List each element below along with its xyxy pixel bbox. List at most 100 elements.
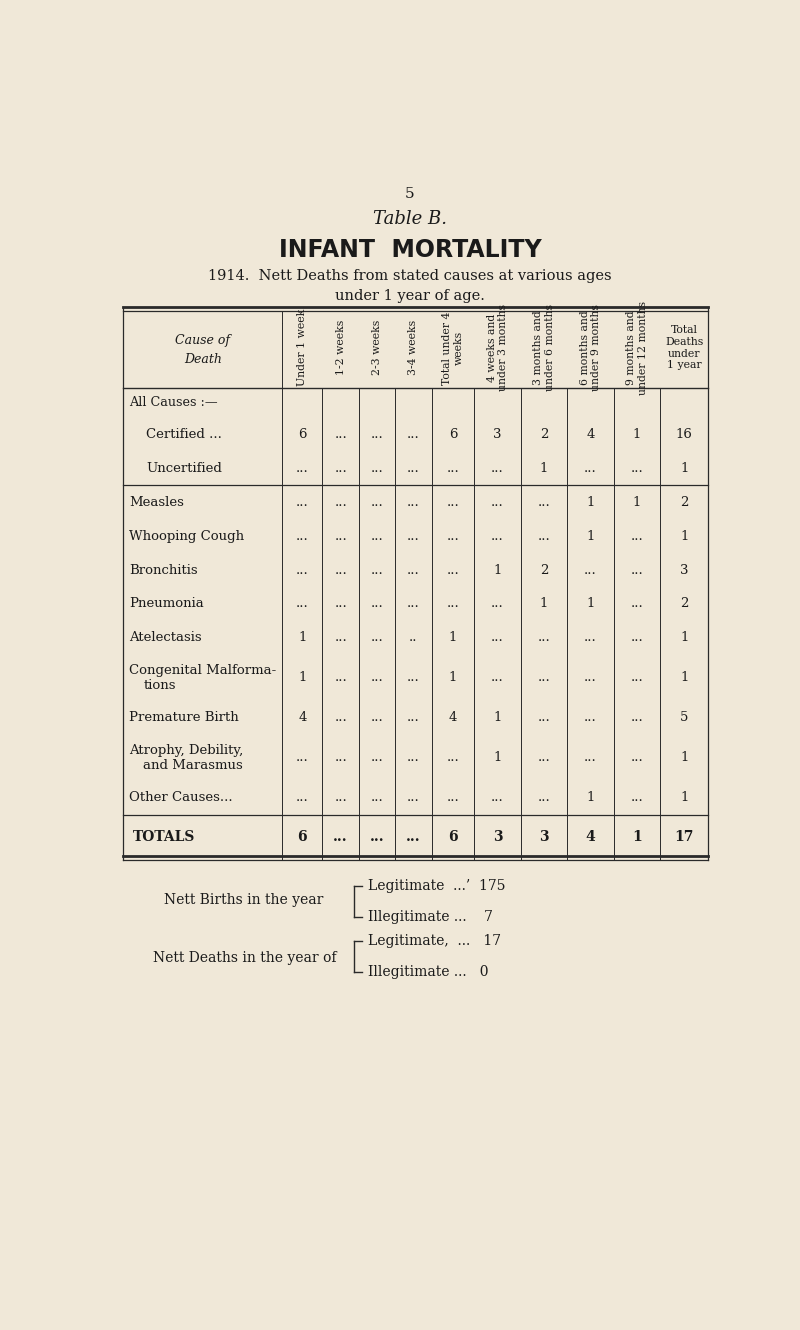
Text: ...: ... bbox=[446, 462, 459, 475]
Text: and Marasmus: and Marasmus bbox=[143, 758, 243, 771]
Text: 2: 2 bbox=[540, 564, 548, 576]
Text: ...: ... bbox=[296, 791, 309, 805]
Text: 4: 4 bbox=[449, 712, 458, 725]
Text: 6 months and
under 9 months: 6 months and under 9 months bbox=[580, 305, 602, 391]
Text: 5: 5 bbox=[680, 712, 689, 725]
Text: Illegitimate ...    7: Illegitimate ... 7 bbox=[368, 910, 493, 923]
Text: 1-2 weeks: 1-2 weeks bbox=[336, 321, 346, 375]
Text: ...: ... bbox=[296, 751, 309, 765]
Text: Whooping Cough: Whooping Cough bbox=[130, 529, 245, 543]
Text: 1: 1 bbox=[298, 632, 306, 644]
Text: 3: 3 bbox=[539, 830, 549, 845]
Text: ...: ... bbox=[407, 672, 420, 685]
Text: ...: ... bbox=[370, 632, 383, 644]
Text: 4: 4 bbox=[298, 712, 306, 725]
Text: ...: ... bbox=[334, 462, 347, 475]
Text: ...: ... bbox=[630, 791, 643, 805]
Text: ...: ... bbox=[538, 632, 550, 644]
Text: ...: ... bbox=[538, 751, 550, 765]
Text: 2: 2 bbox=[540, 428, 548, 442]
Text: ...: ... bbox=[334, 712, 347, 725]
Text: ...: ... bbox=[446, 751, 459, 765]
Text: ...: ... bbox=[538, 496, 550, 509]
Text: Table B.: Table B. bbox=[373, 210, 447, 227]
Text: 3 months and
under 6 months: 3 months and under 6 months bbox=[534, 305, 555, 391]
Text: ...: ... bbox=[584, 564, 597, 576]
Text: ...: ... bbox=[334, 597, 347, 610]
Text: ...: ... bbox=[446, 791, 459, 805]
Text: ...: ... bbox=[370, 564, 383, 576]
Text: 3: 3 bbox=[680, 564, 689, 576]
Text: 1: 1 bbox=[633, 428, 642, 442]
Text: ...: ... bbox=[407, 564, 420, 576]
Text: ...: ... bbox=[446, 597, 459, 610]
Text: ...: ... bbox=[491, 496, 504, 509]
Text: ...: ... bbox=[446, 564, 459, 576]
Text: ...: ... bbox=[630, 597, 643, 610]
Text: 1: 1 bbox=[680, 462, 689, 475]
Text: ...: ... bbox=[407, 791, 420, 805]
Text: ...: ... bbox=[370, 428, 383, 442]
Text: 1: 1 bbox=[586, 529, 594, 543]
Text: Under 1 week: Under 1 week bbox=[298, 310, 307, 387]
Text: 1: 1 bbox=[449, 632, 458, 644]
Text: 1: 1 bbox=[540, 597, 548, 610]
Text: Measles: Measles bbox=[130, 496, 184, 509]
Text: ...: ... bbox=[370, 830, 384, 845]
Text: Congenital Malforma-: Congenital Malforma- bbox=[130, 664, 277, 677]
Text: 1: 1 bbox=[494, 564, 502, 576]
Text: 1: 1 bbox=[680, 672, 689, 685]
Text: Death: Death bbox=[184, 352, 222, 366]
Text: ...: ... bbox=[296, 564, 309, 576]
Text: Illegitimate ...   0: Illegitimate ... 0 bbox=[368, 966, 489, 979]
Text: ...: ... bbox=[630, 751, 643, 765]
Text: ...: ... bbox=[491, 597, 504, 610]
Text: ...: ... bbox=[630, 672, 643, 685]
Text: ...: ... bbox=[584, 712, 597, 725]
Text: ...: ... bbox=[370, 462, 383, 475]
Text: 1: 1 bbox=[298, 672, 306, 685]
Text: ...: ... bbox=[491, 462, 504, 475]
Text: Pneumonia: Pneumonia bbox=[130, 597, 204, 610]
Text: 9 months and
under 12 months: 9 months and under 12 months bbox=[626, 301, 648, 395]
Text: ...: ... bbox=[407, 751, 420, 765]
Text: 1: 1 bbox=[680, 791, 689, 805]
Text: 5: 5 bbox=[405, 186, 415, 201]
Text: Total under 4
weeks: Total under 4 weeks bbox=[442, 311, 464, 384]
Text: 1: 1 bbox=[449, 672, 458, 685]
Text: 6: 6 bbox=[448, 830, 458, 845]
Text: 3: 3 bbox=[493, 830, 502, 845]
Text: ...: ... bbox=[334, 632, 347, 644]
Text: ...: ... bbox=[446, 496, 459, 509]
Text: ...: ... bbox=[630, 462, 643, 475]
Text: 1914.  Nett Deaths from stated causes at various ages: 1914. Nett Deaths from stated causes at … bbox=[208, 269, 612, 283]
Text: ...: ... bbox=[296, 496, 309, 509]
Text: 6: 6 bbox=[298, 830, 307, 845]
Text: Cause of: Cause of bbox=[175, 334, 230, 347]
Text: ...: ... bbox=[407, 529, 420, 543]
Text: Uncertified: Uncertified bbox=[146, 462, 222, 475]
Text: 1: 1 bbox=[680, 751, 689, 765]
Text: ...: ... bbox=[491, 529, 504, 543]
Text: ...: ... bbox=[630, 632, 643, 644]
Text: 1: 1 bbox=[494, 712, 502, 725]
Text: ...: ... bbox=[334, 751, 347, 765]
Text: ...: ... bbox=[407, 712, 420, 725]
Text: ...: ... bbox=[406, 830, 421, 845]
Text: ...: ... bbox=[370, 791, 383, 805]
Text: ...: ... bbox=[296, 597, 309, 610]
Text: Certified ...: Certified ... bbox=[146, 428, 222, 442]
Text: ...: ... bbox=[538, 672, 550, 685]
Text: ..: .. bbox=[410, 632, 418, 644]
Text: Premature Birth: Premature Birth bbox=[130, 712, 239, 725]
Text: ...: ... bbox=[407, 496, 420, 509]
Text: ...: ... bbox=[538, 712, 550, 725]
Text: ...: ... bbox=[538, 529, 550, 543]
Text: Nett Births in the year: Nett Births in the year bbox=[163, 892, 323, 907]
Text: Legitimate  ...’  175: Legitimate ...’ 175 bbox=[368, 879, 506, 892]
Text: 6: 6 bbox=[298, 428, 306, 442]
Text: ...: ... bbox=[407, 462, 420, 475]
Text: ...: ... bbox=[334, 564, 347, 576]
Text: 1: 1 bbox=[586, 496, 594, 509]
Text: ...: ... bbox=[538, 791, 550, 805]
